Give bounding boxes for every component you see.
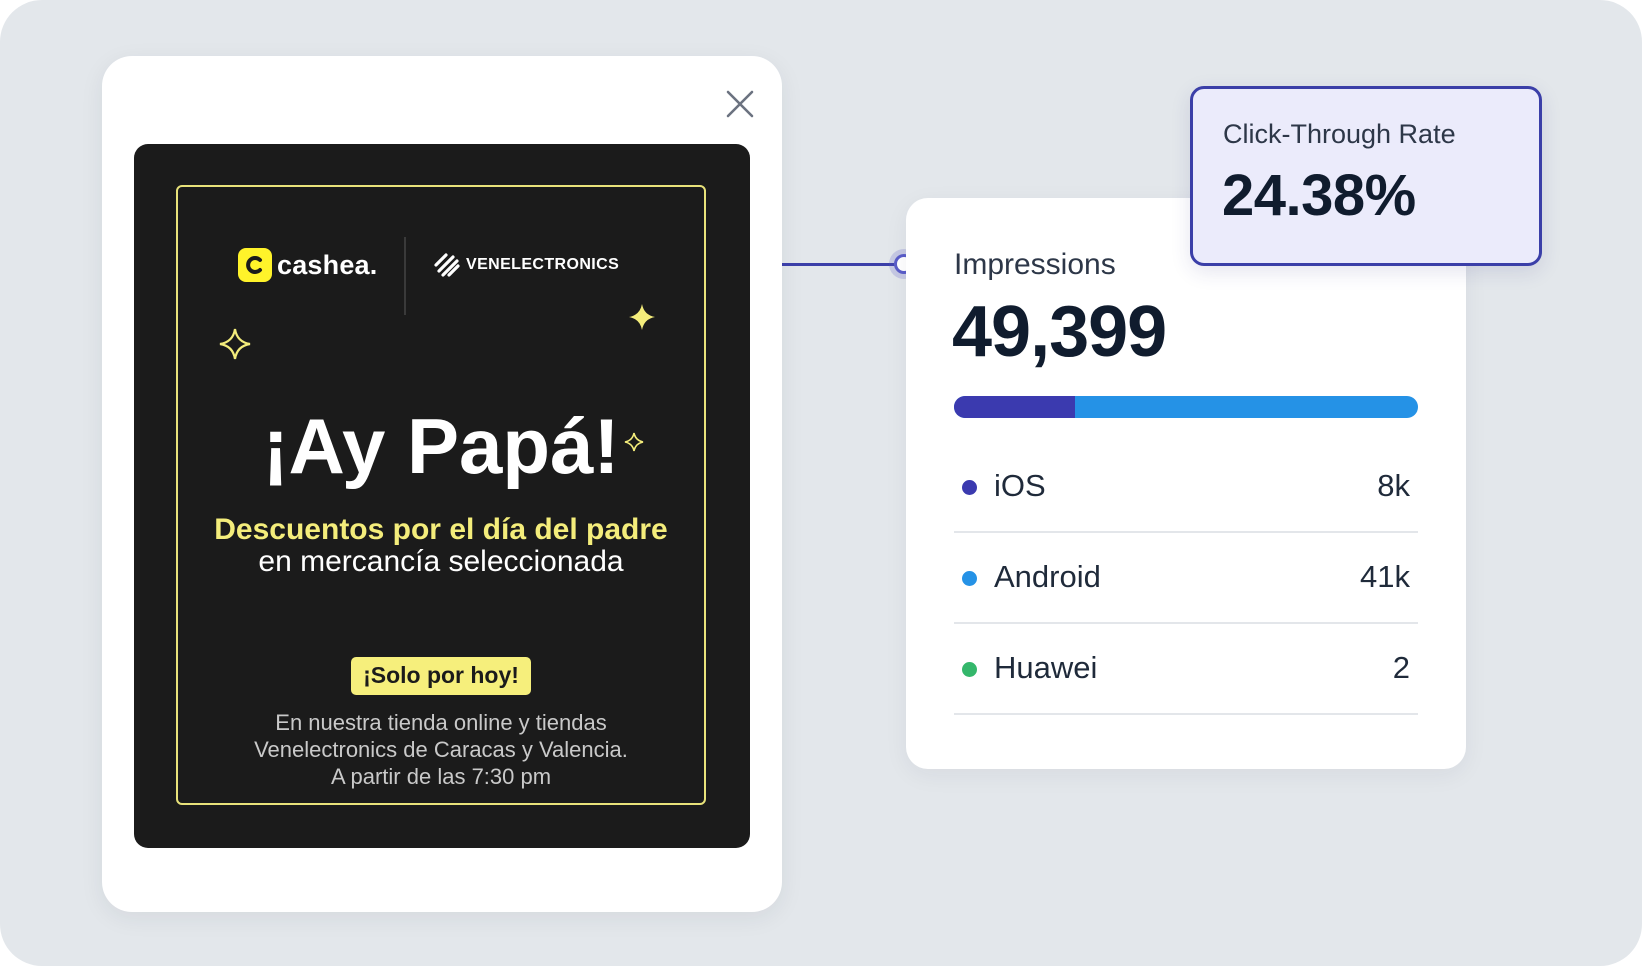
ctr-label: Click-Through Rate [1223,119,1456,149]
cashea-logo: cashea. [238,248,377,282]
platform-split-bar-ios [954,396,1075,418]
sparkle-small-icon [624,432,644,452]
platform-count: 8k [1377,468,1410,503]
platform-count: 41k [1360,559,1410,594]
platform-row-android: Android 41k [954,533,1418,624]
badge-container: ¡Solo por hoy! [178,657,704,695]
ctr-card: Click-Through Rate 24.38% [1190,86,1542,266]
legend-dot-ios [962,480,977,495]
close-icon [726,90,754,118]
platform-name: Android [994,559,1101,594]
info-line: En nuestra tienda online y tiendas [275,710,607,735]
ctr-value: 24.38% [1222,163,1416,228]
legend-dot-huawei [962,662,977,677]
close-button[interactable] [718,82,762,126]
banner-frame: cashea. VENELECTRONICS [176,185,706,805]
banner-subheadline: en mercancía seleccionada [258,545,624,578]
info-line: Venelectronics de Caracas y Valencia. [254,737,628,762]
logo-bar: cashea. VENELECTRONICS [178,237,704,315]
platform-row-ios: iOS 8k [954,442,1418,533]
connector-line [782,263,906,266]
info-line: A partir de las 7:30 pm [330,764,552,789]
banner-info-text: En nuestra tienda online y tiendas Venel… [178,709,704,790]
impressions-label: Impressions [954,248,1116,281]
platform-name: iOS [994,468,1046,503]
impressions-card: Impressions 49,399 iOS 8k Android 41k Hu… [906,198,1466,769]
venelectronics-logo: VENELECTRONICS [434,253,619,277]
platform-name: Huawei [994,650,1098,685]
banner-subheadline-highlight: Descuentos por el día del padre [214,513,668,546]
legend-dot-android [962,571,977,586]
platform-split-bar [954,396,1418,418]
sparkle-left-icon [219,328,251,360]
platform-list: iOS 8k Android 41k Huawei 2 [954,442,1418,715]
promo-badge: ¡Solo por hoy! [351,657,531,695]
logo-divider [404,237,406,315]
promo-banner[interactable]: cashea. VENELECTRONICS [134,144,750,848]
sparkle-right-icon [629,304,655,330]
platform-count: 2 [1392,650,1410,685]
venelectronics-wordmark: VENELECTRONICS [466,256,620,273]
cashea-wordmark: cashea. [277,249,378,280]
popup-preview-card: cashea. VENELECTRONICS [102,56,782,912]
cashea-logo-mark [238,248,272,282]
impressions-value: 49,399 [952,292,1167,372]
venelectronics-logo-mark [434,253,460,277]
banner-headline: ¡Ay Papá! [262,402,620,490]
platform-row-huawei: Huawei 2 [954,624,1418,715]
